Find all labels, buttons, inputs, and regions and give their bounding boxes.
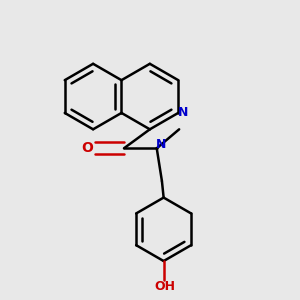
Text: O: O <box>81 141 93 155</box>
Text: OH: OH <box>155 280 176 293</box>
Text: N: N <box>156 138 166 151</box>
Text: N: N <box>178 106 188 119</box>
